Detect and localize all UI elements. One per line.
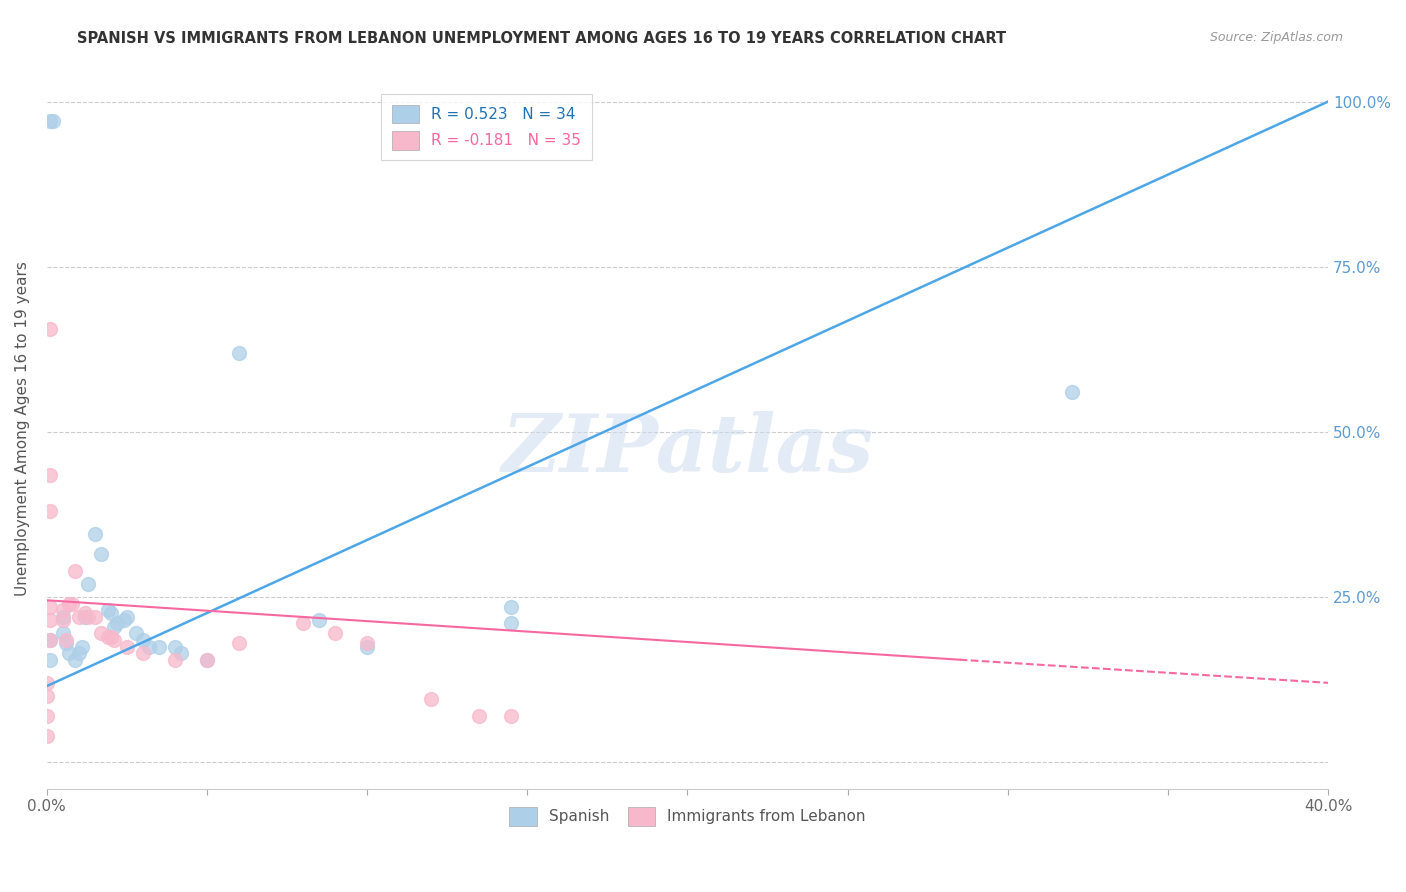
Point <box>38 467 60 482</box>
Point <box>356 640 378 654</box>
Point <box>52 626 75 640</box>
Point <box>115 609 138 624</box>
Point <box>35 689 58 703</box>
Point <box>468 709 491 723</box>
Y-axis label: Unemployment Among Ages 16 to 19 years: Unemployment Among Ages 16 to 19 years <box>15 261 30 596</box>
Point <box>163 653 186 667</box>
Point <box>77 576 100 591</box>
Point <box>103 620 125 634</box>
Point <box>170 646 193 660</box>
Point <box>38 632 60 647</box>
Point <box>112 613 135 627</box>
Point <box>77 609 100 624</box>
Point <box>308 613 330 627</box>
Point <box>501 709 523 723</box>
Point <box>38 114 60 128</box>
Point <box>75 609 97 624</box>
Point <box>115 640 138 654</box>
Point <box>58 597 80 611</box>
Point <box>96 603 118 617</box>
Point <box>55 632 77 647</box>
Point <box>90 626 112 640</box>
Point <box>38 599 60 614</box>
Text: SPANISH VS IMMIGRANTS FROM LEBANON UNEMPLOYMENT AMONG AGES 16 TO 19 YEARS CORREL: SPANISH VS IMMIGRANTS FROM LEBANON UNEMP… <box>77 31 1007 46</box>
Point <box>125 626 148 640</box>
Point <box>55 636 77 650</box>
Point <box>67 609 90 624</box>
Point <box>163 640 186 654</box>
Point <box>100 630 122 644</box>
Point <box>228 345 250 359</box>
Point <box>52 609 75 624</box>
Point <box>323 626 346 640</box>
Point <box>356 636 378 650</box>
Point <box>138 640 160 654</box>
Point <box>38 613 60 627</box>
Point <box>65 653 87 667</box>
Point <box>228 636 250 650</box>
Point <box>90 547 112 561</box>
Point <box>38 653 60 667</box>
Point <box>60 597 83 611</box>
Text: ZIPatlas: ZIPatlas <box>502 411 873 489</box>
Point <box>148 640 170 654</box>
Point <box>83 527 105 541</box>
Text: Source: ZipAtlas.com: Source: ZipAtlas.com <box>1209 31 1343 45</box>
Point <box>103 632 125 647</box>
Point <box>501 616 523 631</box>
Point <box>67 646 90 660</box>
Point <box>38 632 60 647</box>
Point <box>65 564 87 578</box>
Point <box>42 114 65 128</box>
Point <box>96 630 118 644</box>
Point <box>132 646 155 660</box>
Point <box>501 599 523 614</box>
Point <box>70 640 93 654</box>
Point <box>58 646 80 660</box>
Point <box>35 676 58 690</box>
Point <box>38 322 60 336</box>
Point <box>291 616 314 631</box>
Point <box>195 653 218 667</box>
Point <box>52 613 75 627</box>
Point <box>132 632 155 647</box>
Point <box>100 607 122 621</box>
Point <box>420 692 443 706</box>
Point <box>1060 385 1083 400</box>
Point <box>105 616 128 631</box>
Point <box>52 603 75 617</box>
Point <box>35 729 58 743</box>
Point <box>83 609 105 624</box>
Point <box>195 653 218 667</box>
Legend: Spanish, Immigrants from Lebanon: Spanish, Immigrants from Lebanon <box>501 798 875 835</box>
Point <box>75 607 97 621</box>
Point <box>38 504 60 518</box>
Point <box>35 709 58 723</box>
